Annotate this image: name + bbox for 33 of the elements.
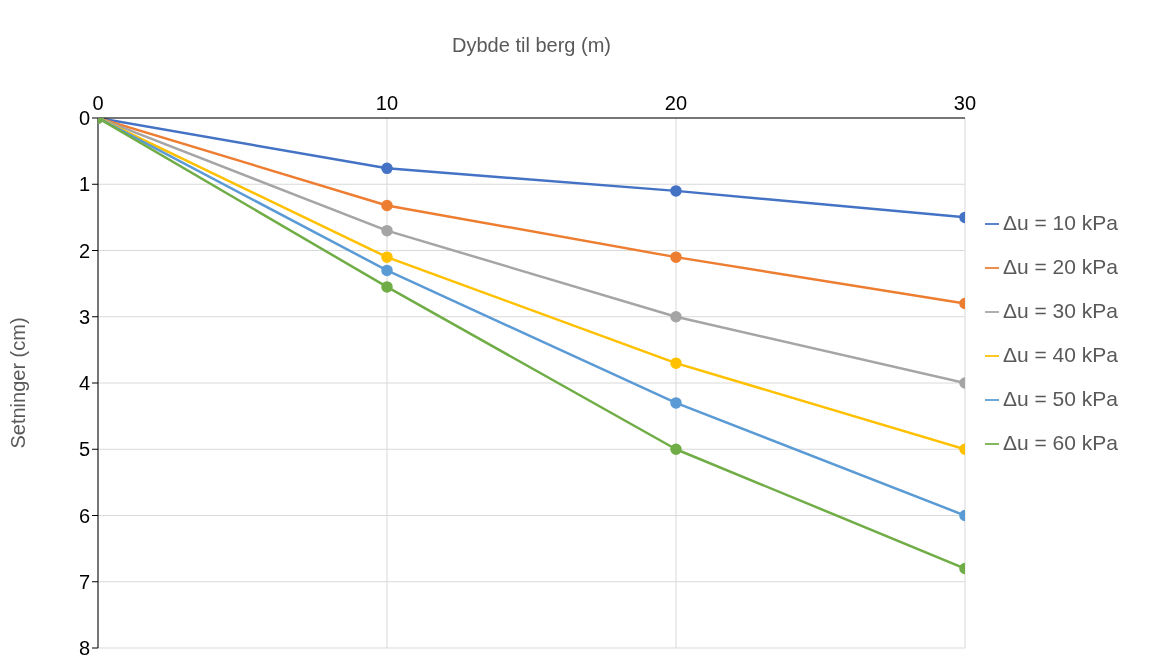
legend-label: Δu = 10 kPa — [1002, 211, 1118, 234]
legend-label: Δu = 20 kPa — [1002, 255, 1118, 278]
point — [381, 264, 393, 277]
x-axis-title: Dybde til berg (m) — [452, 34, 611, 57]
point — [670, 251, 682, 263]
legend-label: Δu = 40 kPa — [1002, 343, 1118, 366]
x-tick-label: 10 — [375, 92, 399, 114]
legend-label: Δu = 50 kPa — [1002, 387, 1118, 410]
point — [670, 311, 682, 323]
x-tick-label: 20 — [664, 92, 688, 114]
point — [381, 199, 393, 212]
y-tick-label: 0 — [78, 107, 90, 130]
point — [670, 185, 682, 197]
y-tick-label: 3 — [78, 305, 90, 328]
y-tick-label: 1 — [78, 173, 90, 196]
legend-label: Δu = 60 kPa — [1002, 431, 1118, 454]
y-tick-label: 4 — [78, 372, 90, 395]
point — [381, 281, 393, 293]
legend-label: Δu = 30 kPa — [1002, 299, 1118, 322]
point — [670, 443, 682, 455]
x-tick-label: 30 — [953, 92, 977, 114]
y-tick-label: 8 — [78, 637, 90, 660]
point — [381, 251, 393, 263]
point — [670, 357, 682, 369]
y-axis-title: Setninger (cm) — [7, 317, 30, 449]
y-tick-label: 6 — [78, 504, 90, 527]
point — [381, 162, 393, 175]
point — [670, 397, 682, 409]
y-tick-label: 2 — [78, 239, 90, 262]
x-tick-label: 0 — [92, 92, 104, 114]
y-tick-label: 7 — [78, 570, 90, 593]
point — [381, 224, 393, 237]
y-tick-label: 5 — [78, 438, 90, 461]
